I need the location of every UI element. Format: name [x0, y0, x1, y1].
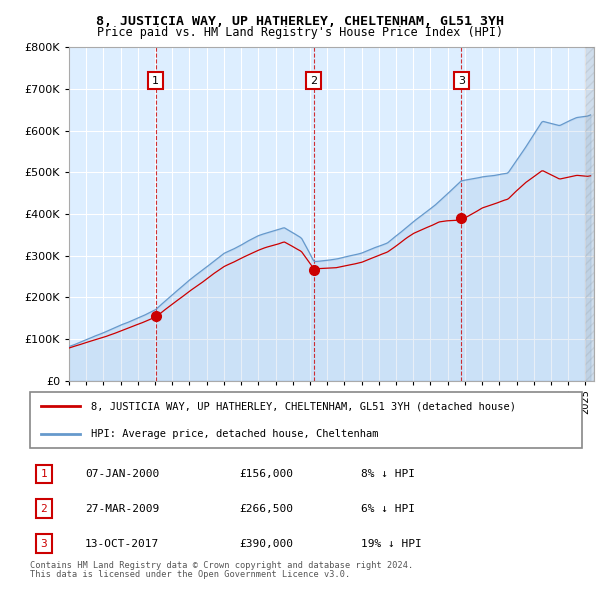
Text: 2: 2	[310, 76, 317, 86]
Text: 13-OCT-2017: 13-OCT-2017	[85, 539, 160, 549]
Text: 27-MAR-2009: 27-MAR-2009	[85, 504, 160, 514]
Text: 3: 3	[458, 76, 465, 86]
Text: £266,500: £266,500	[240, 504, 294, 514]
Text: 07-JAN-2000: 07-JAN-2000	[85, 469, 160, 479]
Text: 8, JUSTICIA WAY, UP HATHERLEY, CHELTENHAM, GL51 3YH (detached house): 8, JUSTICIA WAY, UP HATHERLEY, CHELTENHA…	[91, 401, 516, 411]
Text: Price paid vs. HM Land Registry's House Price Index (HPI): Price paid vs. HM Land Registry's House …	[97, 26, 503, 39]
Text: 3: 3	[40, 539, 47, 549]
Text: This data is licensed under the Open Government Licence v3.0.: This data is licensed under the Open Gov…	[30, 570, 350, 579]
Text: 8, JUSTICIA WAY, UP HATHERLEY, CHELTENHAM, GL51 3YH: 8, JUSTICIA WAY, UP HATHERLEY, CHELTENHA…	[96, 15, 504, 28]
Text: 1: 1	[40, 469, 47, 479]
Text: 6% ↓ HPI: 6% ↓ HPI	[361, 504, 415, 514]
Text: £390,000: £390,000	[240, 539, 294, 549]
Text: 8% ↓ HPI: 8% ↓ HPI	[361, 469, 415, 479]
FancyBboxPatch shape	[30, 392, 582, 448]
Text: HPI: Average price, detached house, Cheltenham: HPI: Average price, detached house, Chel…	[91, 430, 378, 440]
Text: £156,000: £156,000	[240, 469, 294, 479]
Text: 19% ↓ HPI: 19% ↓ HPI	[361, 539, 422, 549]
Text: 1: 1	[152, 76, 159, 86]
Text: 2: 2	[40, 504, 47, 514]
Text: Contains HM Land Registry data © Crown copyright and database right 2024.: Contains HM Land Registry data © Crown c…	[30, 560, 413, 569]
